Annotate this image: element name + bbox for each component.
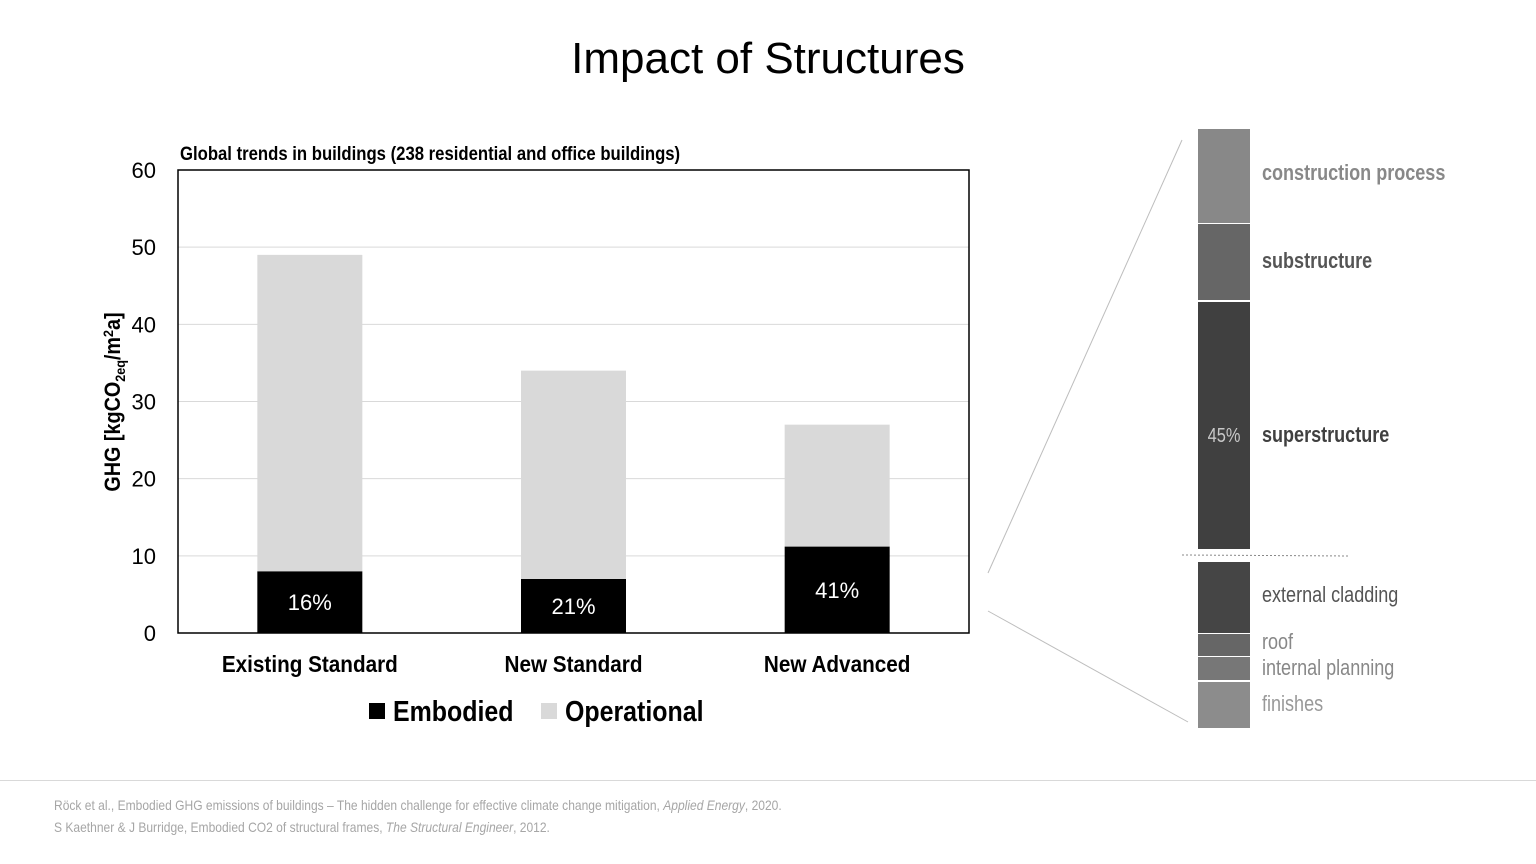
breakdown-segment [1198, 224, 1250, 300]
bar-embodied [521, 578, 626, 633]
chart-title: Global trends in buildings (238 resident… [180, 143, 680, 164]
bar-operational [784, 424, 890, 547]
breakdown-separator [1181, 554, 1351, 557]
breakdown-label: substructure [1262, 249, 1372, 273]
y-tick-label: 50 [132, 235, 156, 260]
bar-embodied [784, 546, 890, 633]
legend-label-operational: Operational [565, 695, 704, 727]
breakdown-label: external cladding [1262, 583, 1398, 607]
breakdown-segment [1198, 302, 1250, 549]
y-tick-label: 40 [132, 312, 156, 337]
breakdown-segment [1198, 562, 1250, 633]
footer-divider [0, 780, 1536, 781]
breakdown-label: construction process [1262, 161, 1445, 185]
x-tick-label: New Advanced [764, 651, 910, 677]
breakdown-label: finishes [1262, 692, 1323, 716]
breakdown-segment [1198, 129, 1250, 223]
y-tick-label: 0 [144, 621, 156, 646]
zoom-connector-top [987, 139, 1183, 574]
y-tick-label: 20 [132, 467, 156, 492]
x-tick-label: New Standard [504, 651, 642, 677]
legend-swatch-embodied [369, 703, 385, 719]
breakdown-segment [1198, 682, 1250, 728]
legend-label-embodied: Embodied [393, 695, 513, 727]
bar-operational [257, 254, 363, 572]
y-axis-label: GHG [kgCO2eq/m2a] [100, 312, 128, 491]
data-label: 16% [288, 590, 332, 615]
breakdown-label: roof [1262, 630, 1293, 654]
zoom-connector-bottom [987, 610, 1189, 723]
legend-swatch-operational [541, 703, 557, 719]
slide-title: Impact of Structures [571, 34, 965, 83]
y-tick-label: 10 [132, 544, 156, 569]
breakdown-label: superstructure [1262, 423, 1389, 447]
breakdown-value-label: 45% [1208, 423, 1241, 446]
breakdown-segment [1198, 634, 1250, 656]
references: Röck et al., Embodied GHG emissions of b… [54, 794, 782, 838]
reference-1: Röck et al., Embodied GHG emissions of b… [54, 797, 782, 813]
data-label: 41% [815, 578, 859, 603]
y-tick-label: 30 [132, 390, 156, 415]
y-tick-label: 60 [132, 158, 156, 183]
bar-operational [521, 370, 626, 579]
breakdown-segment [1198, 657, 1250, 680]
breakdown-label: internal planning [1262, 656, 1394, 680]
bar-embodied [257, 571, 363, 633]
plot-border [177, 169, 970, 634]
x-tick-label: Existing Standard [222, 651, 398, 677]
data-label: 21% [551, 594, 595, 619]
reference-2: S Kaethner & J Burridge, Embodied CO2 of… [54, 819, 550, 835]
